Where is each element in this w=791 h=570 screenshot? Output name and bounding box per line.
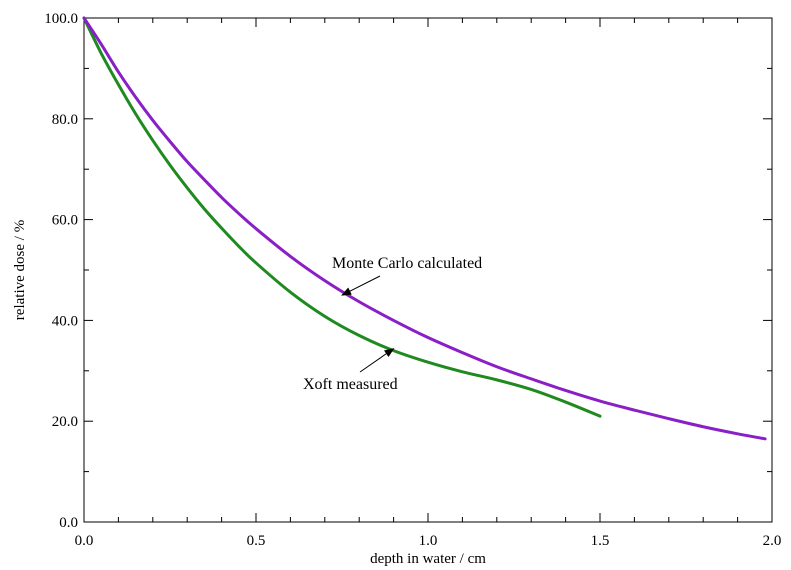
y-tick-label: 20.0: [52, 414, 78, 430]
series-lines: [82, 16, 767, 441]
y-tick-label: 40.0: [52, 313, 78, 329]
x-tick-label: 2.0: [763, 533, 782, 549]
y-axis-title: relative dose / %: [12, 220, 28, 320]
x-axis-title: depth in water / cm: [370, 551, 486, 567]
tick-labels: 0.0 0.5 1.0 1.5 2.0 0.0 20.0 40.0 60.0 80.0 100.0: [44, 11, 781, 549]
annotation-arrow: [341, 275, 381, 296]
axis-ticks: [83, 17, 773, 523]
series-line-xoft: [82, 16, 602, 418]
annotation-label: Xoft measured: [303, 376, 398, 393]
annotations: Monte Carlo calculated Xoft measured: [303, 255, 482, 393]
x-tick-label: 1.5: [591, 533, 610, 549]
x-tick-label: 0.5: [247, 533, 266, 549]
series-line-monte-carlo: [82, 16, 767, 441]
annotation-arrow: [359, 348, 395, 373]
annotation-label: Monte Carlo calculated: [332, 255, 482, 272]
x-tick-label: 0.0: [75, 533, 94, 549]
y-tick-label: 100.0: [44, 11, 78, 27]
y-tick-label: 60.0: [52, 213, 78, 229]
x-tick-label: 1.0: [419, 533, 438, 549]
y-tick-label: 80.0: [52, 112, 78, 128]
y-tick-label: 0.0: [59, 515, 78, 531]
